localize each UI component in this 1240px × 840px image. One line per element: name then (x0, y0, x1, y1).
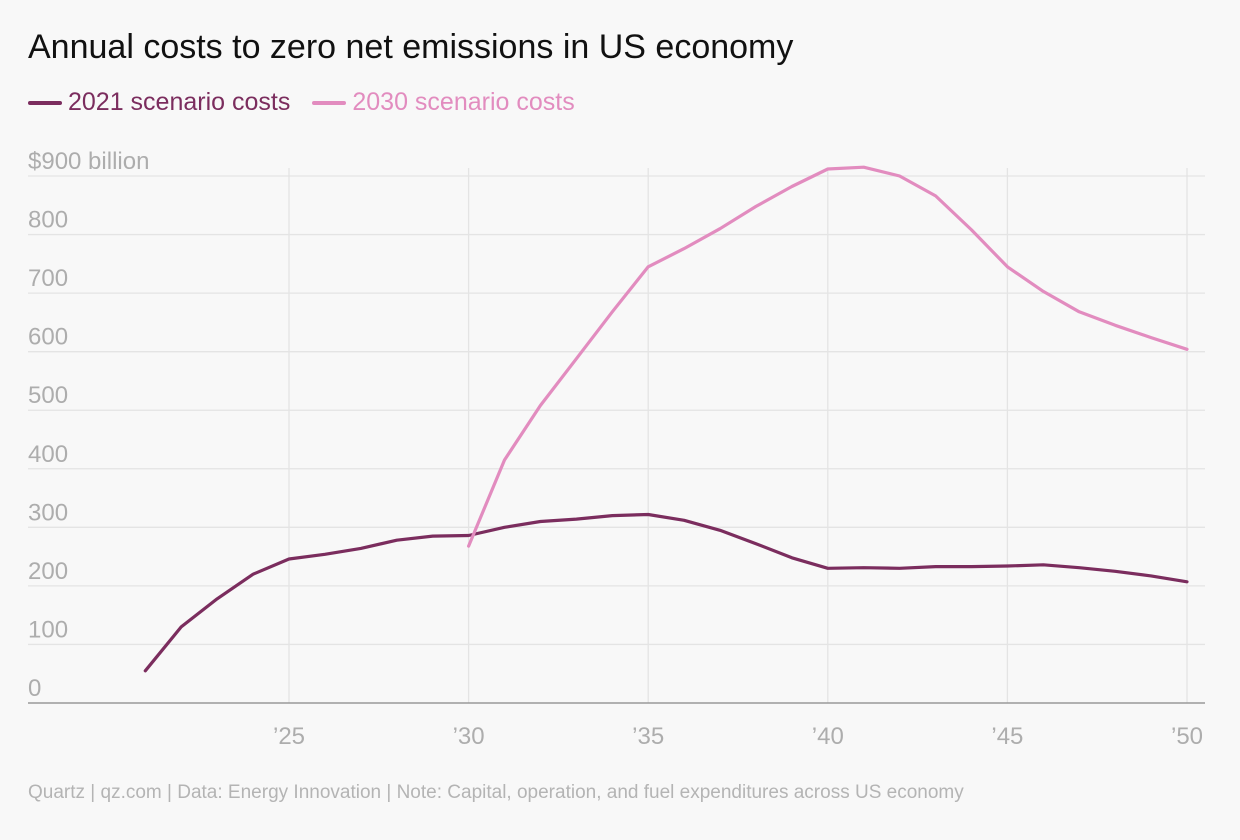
x-tick-label: ’50 (1171, 723, 1203, 750)
y-tick-label: 100 (28, 616, 68, 643)
legend-item-2030: 2030 scenario costs (312, 88, 575, 117)
y-tick-label: 700 (28, 265, 68, 292)
y-tick-label: 300 (28, 499, 68, 526)
x-tick-label: ’25 (273, 723, 305, 750)
legend-swatch-2030 (312, 100, 347, 105)
x-tick-label: ’35 (632, 723, 664, 750)
chart-title: Annual costs to zero net emissions in US… (28, 28, 794, 66)
series-line-2030 (467, 165, 1189, 548)
legend-label-2021: 2021 scenario costs (68, 88, 291, 116)
x-tick-label: ’30 (453, 723, 485, 750)
legend-swatch-2021 (28, 100, 62, 105)
y-tick-label: 400 (28, 441, 68, 468)
x-tick-label: ’40 (812, 723, 844, 750)
y-tick-label: 800 (28, 207, 68, 234)
x-tick-label: ’45 (991, 723, 1023, 750)
legend-item-2021: 2021 scenario costs (28, 88, 290, 117)
y-tick-label: $900 billion (28, 148, 149, 175)
legend: 2021 scenario costs 2030 scenario costs (28, 88, 597, 117)
y-tick-label: 0 (28, 675, 41, 702)
y-tick-label: 500 (28, 382, 68, 409)
legend-label-2030: 2030 scenario costs (352, 88, 575, 116)
source-note: Quartz | qz.com | Data: Energy Innovatio… (28, 782, 964, 803)
y-tick-label: 200 (28, 558, 68, 585)
y-tick-label: 600 (28, 324, 68, 351)
series-line-2021 (143, 512, 1189, 673)
